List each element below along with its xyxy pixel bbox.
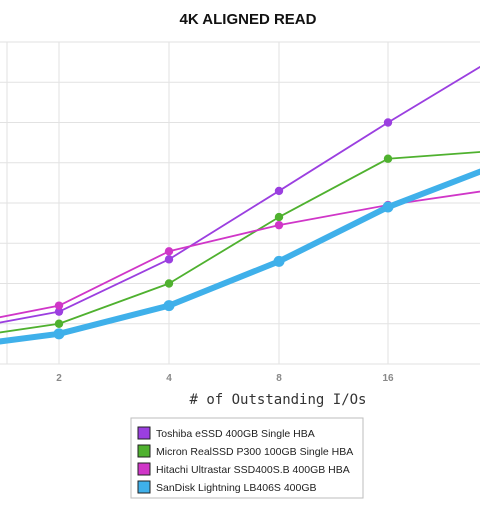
legend-label: Hitachi Ultrastar SSD400S.B 400GB HBA xyxy=(156,464,350,476)
legend-swatch xyxy=(137,444,151,458)
legend-label: Toshiba eSSD 400GB Single HBA xyxy=(156,428,315,440)
series-line xyxy=(0,151,480,334)
legend: Toshiba eSSD 400GB Single HBA Micron Real… xyxy=(130,417,364,499)
x-tick-label: 4 xyxy=(166,373,172,384)
data-point[interactable] xyxy=(53,328,65,340)
series-3 xyxy=(0,168,480,345)
x-axis-label: # of Outstanding I/Os xyxy=(189,392,366,408)
data-point[interactable] xyxy=(383,118,393,127)
data-point[interactable] xyxy=(274,220,284,230)
x-tick-label: 16 xyxy=(382,373,394,384)
x-tick-label: 2 xyxy=(56,373,62,384)
series-layer xyxy=(0,65,480,345)
data-point[interactable] xyxy=(273,255,285,267)
legend-swatch xyxy=(137,462,151,476)
series-line xyxy=(0,168,480,345)
data-point[interactable] xyxy=(274,212,284,222)
legend-item[interactable]: Micron RealSSD P300 100GB Single HBA xyxy=(137,444,353,458)
series-line xyxy=(0,65,480,324)
legend-box xyxy=(130,417,364,499)
chart-title: 4K ALIGNED READ xyxy=(180,11,317,28)
legend-item[interactable]: Hitachi Ultrastar SSD400S.B 400GB HBA xyxy=(137,462,350,476)
x-tick-label: 8 xyxy=(276,373,282,384)
legend-item[interactable]: SanDisk Lightning LB406S 400GB xyxy=(137,480,317,494)
data-point[interactable] xyxy=(54,307,64,316)
data-point[interactable] xyxy=(54,301,64,310)
data-point[interactable] xyxy=(163,300,175,312)
data-point[interactable] xyxy=(164,279,174,288)
data-point[interactable] xyxy=(383,154,393,163)
data-point[interactable] xyxy=(54,319,64,328)
legend-swatch xyxy=(137,426,151,440)
legend-label: Micron RealSSD P300 100GB Single HBA xyxy=(156,446,353,458)
grid xyxy=(0,41,480,365)
data-point[interactable] xyxy=(382,201,394,213)
data-point[interactable] xyxy=(274,186,284,196)
data-point[interactable] xyxy=(164,247,174,256)
series-0 xyxy=(0,65,480,324)
series-1 xyxy=(0,151,480,334)
legend-swatch xyxy=(137,480,151,494)
x-axis-ticks: 2 4 8 16 xyxy=(56,373,394,384)
data-point[interactable] xyxy=(164,255,174,264)
legend-label: SanDisk Lightning LB406S 400GB xyxy=(156,482,317,494)
legend-item[interactable]: Toshiba eSSD 400GB Single HBA xyxy=(137,426,315,440)
